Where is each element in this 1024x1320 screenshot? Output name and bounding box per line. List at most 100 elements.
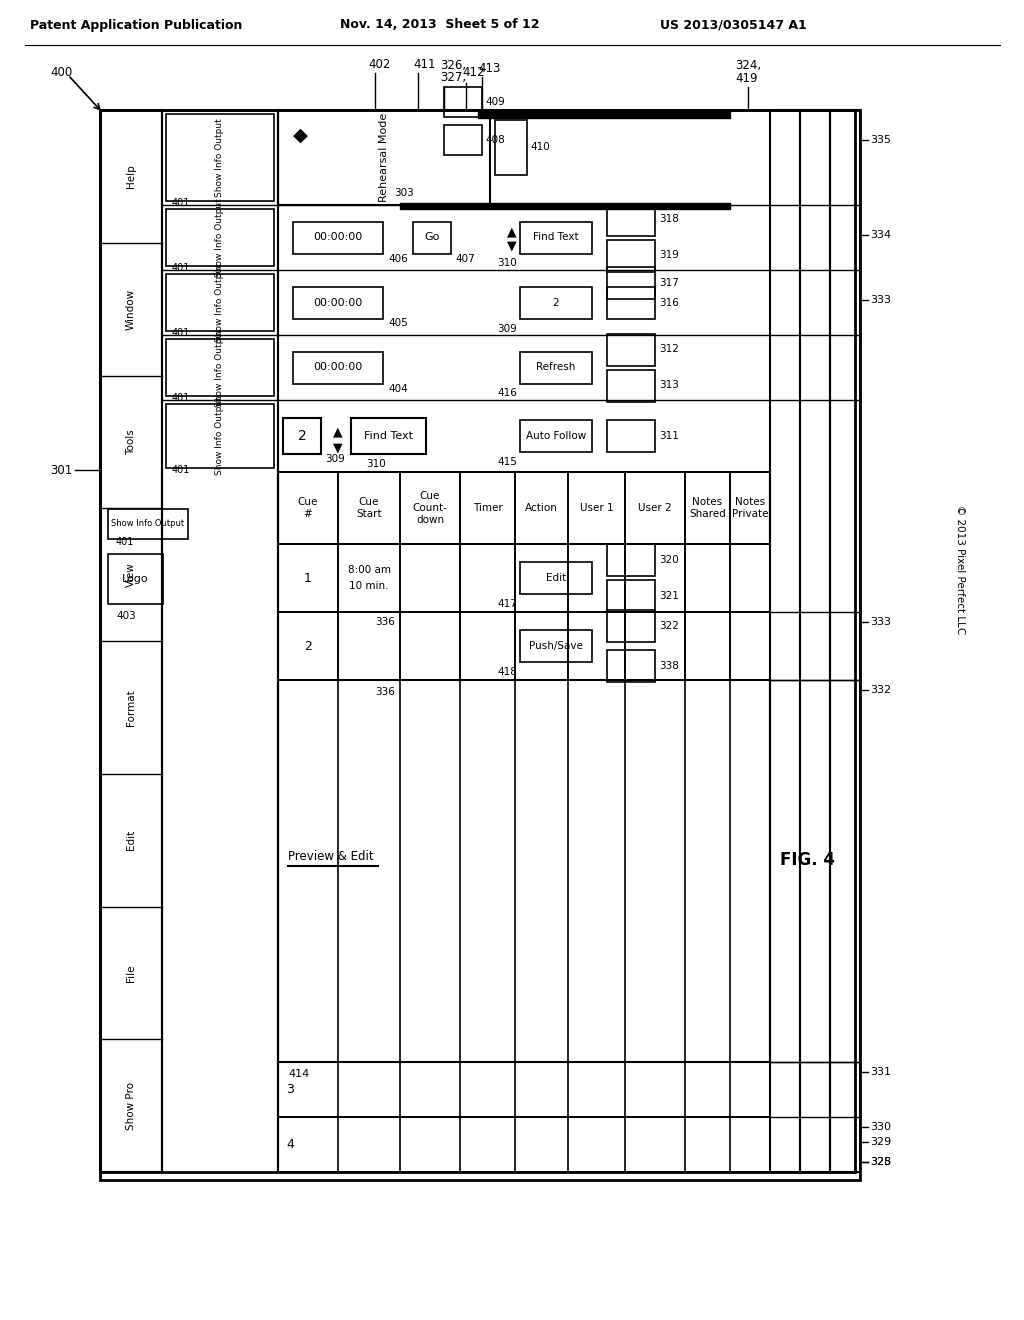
Bar xyxy=(770,110,800,1172)
Bar xyxy=(830,110,860,1172)
Text: 400: 400 xyxy=(50,66,73,78)
Text: Notes
Shared: Notes Shared xyxy=(689,498,726,519)
Text: Help: Help xyxy=(126,165,136,189)
Text: FIG. 4: FIG. 4 xyxy=(780,851,835,869)
Bar xyxy=(278,612,770,680)
Text: Timer: Timer xyxy=(473,503,503,513)
Bar xyxy=(108,554,163,605)
Text: 402: 402 xyxy=(368,58,390,71)
Text: 2: 2 xyxy=(298,429,306,444)
Text: Find Text: Find Text xyxy=(534,232,579,243)
Bar xyxy=(166,404,274,469)
Text: Format: Format xyxy=(126,689,136,726)
Text: 317: 317 xyxy=(659,277,679,288)
Bar xyxy=(607,420,655,451)
Text: 330: 330 xyxy=(870,1122,891,1133)
Text: 328: 328 xyxy=(870,1158,891,1167)
Text: 418: 418 xyxy=(497,667,517,677)
Text: Show Info Output: Show Info Output xyxy=(215,263,224,342)
Bar xyxy=(278,1063,770,1117)
Text: Show Info Output: Show Info Output xyxy=(215,329,224,407)
Text: 334: 334 xyxy=(870,230,891,240)
Text: 401: 401 xyxy=(116,537,134,546)
Text: 403: 403 xyxy=(116,611,136,620)
Text: File: File xyxy=(126,964,136,982)
Text: 401: 401 xyxy=(172,198,190,209)
Text: Show Info Output: Show Info Output xyxy=(215,198,224,277)
Text: Patent Application Publication: Patent Application Publication xyxy=(30,18,243,32)
Text: Cue
Count-
down: Cue Count- down xyxy=(413,491,447,524)
Bar xyxy=(166,114,274,201)
Text: ◆: ◆ xyxy=(293,125,307,144)
Text: User 2: User 2 xyxy=(638,503,672,513)
Text: 319: 319 xyxy=(659,251,679,260)
Bar xyxy=(293,351,383,384)
Text: Go: Go xyxy=(424,232,439,243)
Bar xyxy=(278,544,770,612)
Text: 303: 303 xyxy=(394,187,414,198)
Text: 2: 2 xyxy=(304,639,312,652)
Text: 322: 322 xyxy=(659,620,679,631)
Text: 416: 416 xyxy=(497,388,517,399)
Text: 320: 320 xyxy=(659,554,679,565)
Bar xyxy=(278,680,770,1063)
Bar xyxy=(520,420,592,451)
Text: 313: 313 xyxy=(659,380,679,391)
Text: Edit: Edit xyxy=(546,573,566,583)
Bar xyxy=(166,339,274,396)
Text: 401: 401 xyxy=(172,263,190,273)
Bar xyxy=(607,286,655,318)
Text: ▲: ▲ xyxy=(507,224,517,238)
Bar xyxy=(278,1117,770,1172)
Text: 413: 413 xyxy=(478,62,501,74)
Text: ▲: ▲ xyxy=(333,425,343,438)
Text: Action: Action xyxy=(525,503,558,513)
Text: 401: 401 xyxy=(172,393,190,403)
Bar xyxy=(607,334,655,366)
Text: Refresh: Refresh xyxy=(537,363,575,372)
Text: Preview & Edit: Preview & Edit xyxy=(288,850,374,862)
Bar xyxy=(100,110,162,1172)
Text: Find Text: Find Text xyxy=(364,432,413,441)
Text: 1: 1 xyxy=(304,572,312,585)
Bar xyxy=(800,110,830,1172)
Bar xyxy=(607,239,655,272)
Text: 406: 406 xyxy=(388,253,408,264)
Bar xyxy=(166,275,274,331)
Text: Window: Window xyxy=(126,289,136,330)
Bar xyxy=(278,473,770,544)
Bar xyxy=(520,562,592,594)
Bar xyxy=(520,630,592,663)
Text: Tools: Tools xyxy=(126,429,136,455)
Text: Edit: Edit xyxy=(126,830,136,850)
Text: 321: 321 xyxy=(659,591,679,601)
Text: 417: 417 xyxy=(497,599,517,609)
Text: User 1: User 1 xyxy=(580,503,613,513)
Bar xyxy=(607,370,655,401)
Text: 404: 404 xyxy=(388,384,408,393)
Text: Auto Follow: Auto Follow xyxy=(526,432,586,441)
Text: 329: 329 xyxy=(870,1137,891,1147)
Text: 10 min.: 10 min. xyxy=(349,581,389,591)
Text: 333: 333 xyxy=(870,294,891,305)
Bar xyxy=(444,125,482,154)
Bar xyxy=(607,267,655,298)
Bar xyxy=(520,351,592,384)
Text: 2: 2 xyxy=(553,297,559,308)
Text: Show Info Output: Show Info Output xyxy=(112,520,184,528)
Text: 332: 332 xyxy=(870,685,891,696)
Text: 412: 412 xyxy=(462,66,484,79)
Bar xyxy=(607,579,655,612)
Text: Cue
#: Cue # xyxy=(298,498,318,519)
Text: ▼: ▼ xyxy=(333,441,343,454)
Bar xyxy=(166,209,274,267)
Text: 4: 4 xyxy=(286,1138,294,1151)
Text: 414: 414 xyxy=(288,1069,309,1078)
Text: 333: 333 xyxy=(870,616,891,627)
Bar xyxy=(520,222,592,253)
Text: 401: 401 xyxy=(172,327,190,338)
Text: © 2013 Pixel Perfect LLC: © 2013 Pixel Perfect LLC xyxy=(955,506,965,635)
Text: 318: 318 xyxy=(659,214,679,224)
Bar xyxy=(293,286,383,318)
Text: 327,: 327, xyxy=(440,71,466,84)
